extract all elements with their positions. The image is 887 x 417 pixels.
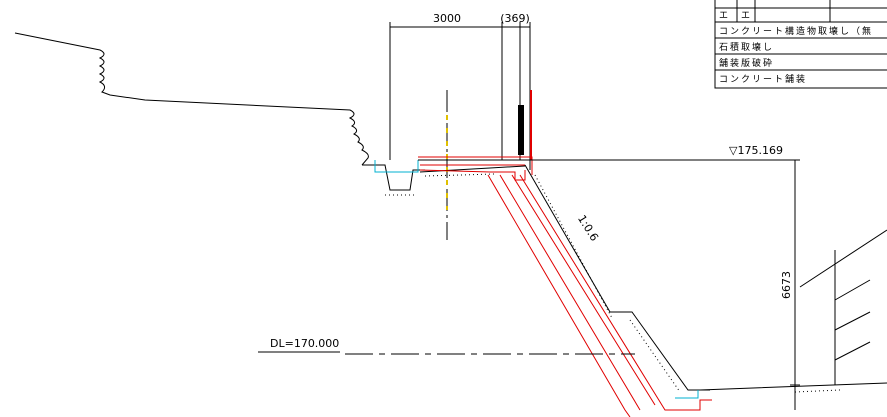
- dim-height: 6673: [780, 271, 793, 299]
- table-cell: コンクリート構造物取壊し（無: [719, 25, 873, 37]
- ground-hatch: [794, 389, 841, 393]
- terrain-left: [14, 32, 369, 166]
- table-cell: 舗装版破砕: [719, 57, 774, 69]
- elevation: ▽175.169: [729, 144, 783, 157]
- elevation-line: [530, 159, 800, 410]
- slope-removal: [487, 174, 712, 417]
- guardrail: [518, 105, 524, 155]
- dimension-lines: [389, 22, 531, 160]
- ditch-lining: [374, 160, 419, 173]
- slope-hatch: [534, 174, 681, 393]
- ground-right: [699, 229, 887, 391]
- road-base: [424, 173, 496, 177]
- slope-ratio: 1:0.6: [575, 213, 601, 244]
- table-grid: [714, 0, 887, 89]
- table-cell: コンクリート舗装: [719, 73, 807, 85]
- table-cell: エ: [719, 11, 730, 21]
- table-cell: エ: [741, 11, 752, 21]
- dim-width: 3000: [433, 12, 461, 25]
- ditch: [362, 164, 425, 191]
- table-cell: 石積取壊し: [719, 41, 774, 53]
- dim-offset: (369): [500, 12, 530, 25]
- slope-face: [524, 164, 710, 391]
- legend-table: エ エ コンクリート構造物取壊し（無 石積取壊し 舗装版破砕 コンクリート舗装: [714, 0, 887, 89]
- datum: DL=170.000: [270, 337, 339, 350]
- toe-ditch: [675, 390, 699, 399]
